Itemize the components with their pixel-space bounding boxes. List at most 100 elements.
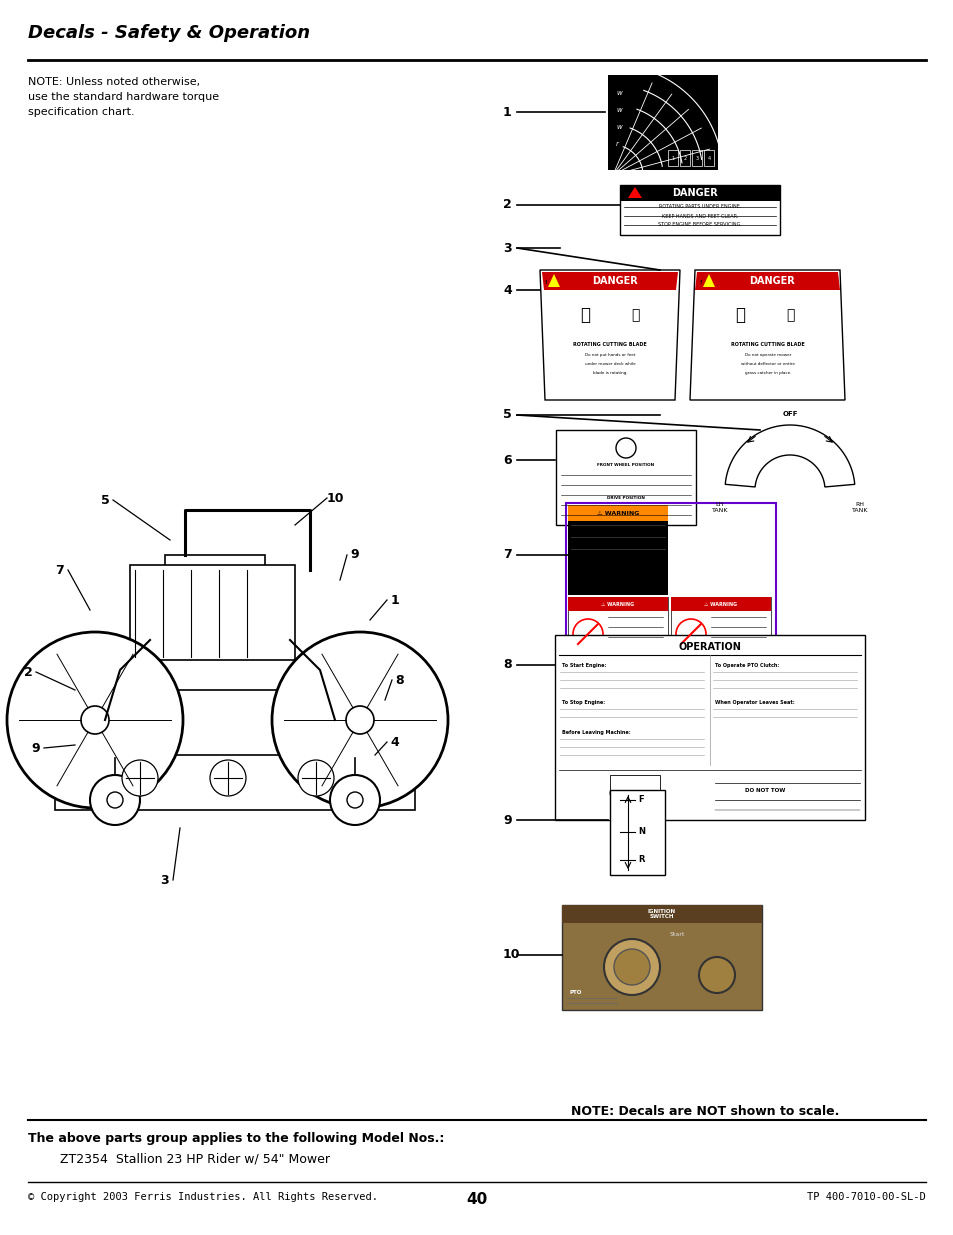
Text: 10: 10 — [326, 492, 343, 505]
Text: RH
TANK: RH TANK — [851, 501, 867, 513]
Text: KEEP HANDS AND FEET CLEAR.: KEEP HANDS AND FEET CLEAR. — [661, 214, 738, 219]
Text: Before Leaving Machine:: Before Leaving Machine: — [561, 730, 630, 735]
Polygon shape — [547, 274, 559, 287]
Bar — [691, 149, 701, 165]
Text: !: ! — [544, 280, 547, 285]
Text: ROTATING CUTTING BLADE: ROTATING CUTTING BLADE — [730, 342, 804, 347]
Text: w: w — [616, 124, 621, 130]
Text: 8: 8 — [395, 673, 404, 687]
Polygon shape — [695, 272, 840, 290]
Text: ZT2354  Stallion 23 HP Rider w/ 54" Mower: ZT2354 Stallion 23 HP Rider w/ 54" Mower — [28, 1152, 330, 1165]
Text: 9: 9 — [502, 814, 511, 826]
Text: OFF: OFF — [781, 411, 797, 417]
Text: 5: 5 — [502, 409, 511, 421]
Circle shape — [7, 632, 183, 808]
Circle shape — [330, 776, 379, 825]
Text: STOP ENGINE BEFORE SERVICING.: STOP ENGINE BEFORE SERVICING. — [658, 222, 741, 227]
Bar — [130, 564, 294, 659]
Text: ✋: ✋ — [734, 306, 744, 324]
Bar — [55, 750, 415, 810]
Text: 2: 2 — [502, 199, 511, 211]
Text: 3: 3 — [502, 242, 511, 254]
Text: DANGER: DANGER — [672, 188, 717, 198]
Bar — [561, 905, 761, 923]
Text: 40: 40 — [466, 1192, 487, 1207]
Text: !: ! — [699, 280, 701, 285]
Bar — [670, 597, 770, 657]
Text: When Operator Leaves Seat:: When Operator Leaves Seat: — [714, 700, 794, 705]
Text: PTO: PTO — [569, 990, 581, 995]
Circle shape — [272, 632, 448, 808]
Text: grass catcher in place.: grass catcher in place. — [744, 370, 790, 375]
Polygon shape — [539, 270, 679, 400]
Bar — [670, 597, 770, 611]
Bar — [567, 597, 667, 611]
Text: 4: 4 — [390, 736, 399, 748]
Text: The above parts group applies to the following Model Nos.:: The above parts group applies to the fol… — [28, 1132, 444, 1145]
Text: Decals - Safety & Operation: Decals - Safety & Operation — [28, 23, 310, 42]
Text: 🦶: 🦶 — [785, 308, 793, 322]
Text: FRONT WHEEL POSITION: FRONT WHEEL POSITION — [597, 463, 654, 467]
Bar — [555, 635, 864, 820]
Text: DRIVE POSITION: DRIVE POSITION — [606, 496, 644, 500]
Circle shape — [676, 619, 705, 650]
Text: r: r — [616, 141, 618, 147]
Circle shape — [573, 619, 602, 650]
Bar — [565, 503, 775, 668]
Text: ⚠ WARNING: ⚠ WARNING — [600, 601, 634, 606]
Text: R: R — [638, 856, 644, 864]
Polygon shape — [702, 274, 714, 287]
Text: DO NOT TOW: DO NOT TOW — [744, 788, 784, 793]
Text: 5: 5 — [100, 494, 110, 506]
Circle shape — [609, 783, 629, 803]
Circle shape — [90, 776, 140, 825]
Text: 🦶: 🦶 — [630, 308, 639, 322]
Text: 1: 1 — [390, 594, 399, 606]
Text: DANGER: DANGER — [748, 275, 794, 287]
Text: ✋: ✋ — [579, 306, 589, 324]
Text: 2: 2 — [682, 156, 686, 161]
Bar — [561, 905, 761, 1010]
Text: 9: 9 — [31, 741, 40, 755]
Circle shape — [122, 760, 158, 797]
Bar — [679, 149, 689, 165]
Text: 7: 7 — [55, 563, 64, 577]
Circle shape — [346, 706, 374, 734]
Bar — [556, 430, 696, 525]
Text: 4: 4 — [502, 284, 511, 296]
Circle shape — [210, 760, 246, 797]
Bar — [619, 185, 780, 201]
Polygon shape — [627, 186, 641, 198]
Polygon shape — [724, 425, 854, 487]
Text: ROTATING CUTTING BLADE: ROTATING CUTTING BLADE — [573, 342, 646, 347]
Text: 3: 3 — [160, 873, 169, 887]
Circle shape — [616, 438, 636, 458]
Text: OPERATION: OPERATION — [678, 642, 740, 652]
Text: 10: 10 — [502, 948, 520, 962]
Text: 1: 1 — [671, 156, 674, 161]
Text: without deflector or entire: without deflector or entire — [740, 362, 794, 366]
Bar — [619, 185, 780, 235]
Circle shape — [639, 783, 659, 803]
Text: w: w — [616, 107, 621, 112]
Text: To Start Engine:: To Start Engine: — [561, 663, 606, 668]
Circle shape — [81, 706, 109, 734]
Bar — [567, 505, 667, 521]
Circle shape — [107, 792, 123, 808]
Circle shape — [347, 792, 363, 808]
Bar — [154, 620, 274, 655]
Text: © Copyright 2003 Ferris Industries. All Rights Reserved.: © Copyright 2003 Ferris Industries. All … — [28, 1192, 377, 1202]
Bar — [567, 505, 667, 595]
Text: N: N — [638, 827, 644, 836]
Text: NOTE: Unless noted otherwise,
use the standard hardware torque
specification cha: NOTE: Unless noted otherwise, use the st… — [28, 77, 219, 116]
Text: ⚠ WARNING: ⚠ WARNING — [703, 601, 737, 606]
Text: NOTE: Decals are NOT shown to scale.: NOTE: Decals are NOT shown to scale. — [570, 1105, 839, 1118]
Polygon shape — [60, 690, 390, 755]
Text: 3: 3 — [695, 156, 698, 161]
Text: 4: 4 — [707, 156, 710, 161]
Text: F: F — [638, 795, 643, 804]
Circle shape — [699, 957, 734, 993]
Bar — [703, 149, 713, 165]
Text: To Stop Engine:: To Stop Engine: — [561, 700, 604, 705]
Text: !: ! — [626, 190, 629, 195]
